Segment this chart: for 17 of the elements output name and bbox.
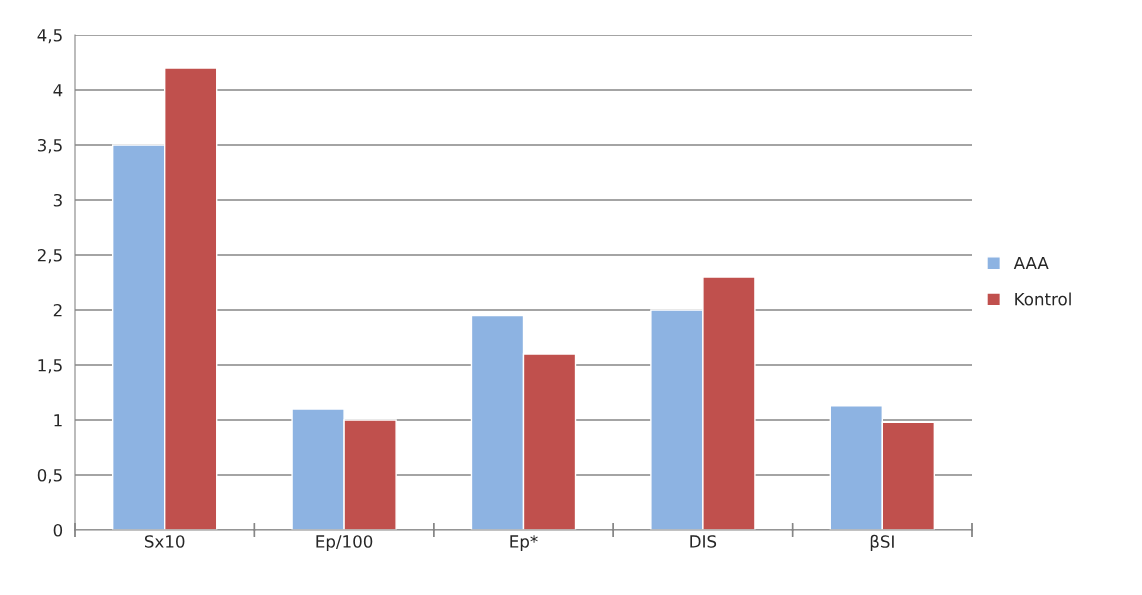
x-tick-label: Ep* xyxy=(510,535,538,551)
y-tick-label: 3,5 xyxy=(37,138,62,154)
y-tick-label: 4,5 xyxy=(37,29,62,44)
y-tick-label: 4 xyxy=(53,84,63,97)
legend-label: Kontrol xyxy=(1015,292,1071,306)
y-tick-label: 3 xyxy=(53,193,62,207)
x-tick-label: Ep/100 xyxy=(316,535,373,551)
y-tick-label: 1 xyxy=(54,414,62,427)
y-tick-label: 2,5 xyxy=(37,248,62,264)
x-tick-label: βSI xyxy=(870,534,894,552)
x-tick-label: Sx10 xyxy=(144,535,185,548)
y-tick-label: 0,5 xyxy=(37,468,62,484)
y-tick-label: 0 xyxy=(53,523,63,537)
legend-label: AAA xyxy=(1013,256,1049,270)
x-tick-label: DIS xyxy=(690,535,717,548)
y-tick-label: 1,5 xyxy=(38,359,62,374)
y-tick-label: 2 xyxy=(53,303,62,317)
